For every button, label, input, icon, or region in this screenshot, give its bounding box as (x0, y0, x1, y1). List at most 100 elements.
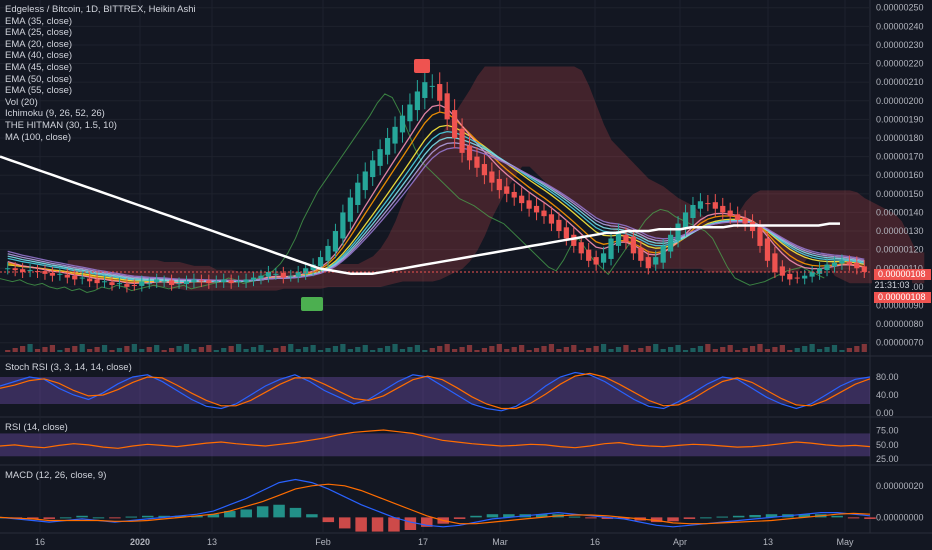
oscillator-line (0, 371, 871, 412)
candle-body (116, 283, 123, 285)
candle-body (57, 273, 63, 275)
candle-body (422, 82, 428, 98)
volume-bar (303, 347, 309, 352)
volume-bar (600, 344, 607, 352)
macd-tick-label: 0.00000020 (876, 481, 924, 491)
volume-bar (384, 346, 391, 352)
candle-body (623, 234, 629, 243)
indicator-ema-25[interactable]: EMA (25, close) (5, 27, 73, 39)
candle-body (228, 280, 234, 284)
volume-bar (742, 348, 748, 352)
volume-bar (749, 346, 756, 352)
volume-bar (206, 345, 212, 352)
volume-bar (295, 349, 301, 352)
candle-body (183, 281, 190, 285)
symbol-title[interactable]: Edgeless / Bitcoin, 1D, BITTREX, Heikin … (5, 4, 196, 15)
candle-body (295, 271, 301, 277)
macd-label[interactable]: MACD (12, 26, close, 9) (5, 470, 107, 481)
candle-body (370, 160, 376, 178)
indicator-vol[interactable]: Vol (20) (5, 96, 38, 108)
volume-bar (183, 344, 190, 352)
macd-histogram-bar (470, 515, 482, 518)
macd-histogram-bar (798, 514, 811, 518)
oscillator-tick-label: 0.00 (876, 408, 894, 418)
candle-body (452, 110, 458, 138)
volume-bar (213, 350, 219, 352)
macd-histogram-bar (306, 514, 318, 518)
stoch-rsi-label[interactable]: Stoch RSI (3, 3, 14, 14, close) (5, 362, 132, 373)
volume-bar (131, 344, 137, 352)
candle-body (600, 253, 607, 263)
indicator-ichimoku[interactable]: Ichimoku (9, 26, 52, 26) (5, 108, 105, 120)
macd-histogram-bar (749, 515, 761, 518)
volume-bar (541, 346, 547, 352)
ichimoku-lagging-span (0, 93, 825, 293)
candle-body (548, 214, 555, 224)
candle-body (317, 257, 324, 267)
indicator-ma-100[interactable]: MA (100, close) (5, 131, 71, 143)
macd-histogram-bar (568, 516, 581, 518)
candle-body (49, 272, 56, 276)
candle-body (578, 242, 584, 254)
indicator-ema-20[interactable]: EMA (20, close) (5, 38, 73, 50)
volume-bar (265, 350, 272, 352)
candle-body (593, 257, 599, 265)
volume-bar (109, 350, 115, 352)
macd-histogram-bar (667, 517, 679, 522)
candle-body (757, 227, 763, 246)
indicator-hitman[interactable]: THE HITMAN (30, 1.5, 10) (5, 119, 117, 131)
volume-bar (124, 346, 130, 352)
ema-line (7, 130, 865, 283)
candle-body (288, 275, 294, 277)
volume-bar (347, 349, 353, 352)
macd-histogram-bar (683, 517, 696, 519)
candle-body (563, 227, 569, 239)
volume-bar (5, 350, 11, 352)
price-tick-label: 0.00000090 (876, 300, 924, 310)
price-axis[interactable]: 0.00000250 0.00000240 0.00000230 0.00000220… (876, 3, 924, 348)
rsi-label[interactable]: RSI (14, close) (5, 422, 68, 433)
candle-body (101, 281, 108, 283)
volume-bar (489, 346, 495, 352)
indicator-ema-55[interactable]: EMA (55, close) (5, 85, 73, 97)
candle-body (794, 277, 800, 279)
candle-body (355, 182, 361, 205)
volume-bar (466, 345, 473, 352)
price-tick-label: 0.00000250 (876, 3, 924, 13)
volume-bar (511, 347, 517, 352)
volume-bar (712, 349, 718, 352)
macd-histogram-bar (847, 517, 860, 519)
macd-histogram-bar (421, 517, 433, 527)
volume-bar (34, 349, 41, 352)
candle-body (64, 274, 70, 278)
macd-histogram-bar (700, 517, 712, 519)
macd-histogram-bar (224, 511, 236, 518)
ema-ribbon (7, 104, 865, 285)
indicator-ema-45[interactable]: EMA (45, close) (5, 61, 73, 73)
macd-histogram-bar (256, 506, 269, 518)
indicator-ema-40[interactable]: EMA (40, close) (5, 50, 73, 62)
indicator-ema-35[interactable]: EMA (35, close) (5, 15, 73, 27)
volume-bar (526, 350, 532, 352)
macd-histogram-bar (158, 515, 170, 518)
macd-histogram-bar (453, 517, 466, 519)
candle-body (392, 126, 398, 144)
volume-bar (139, 349, 145, 352)
time-axis[interactable]: 16 2020 13 Feb 17 Mar 16 Apr 13 May (35, 537, 854, 547)
indicator-ema-50[interactable]: EMA (50, close) (5, 73, 73, 85)
volume-bar (571, 345, 577, 352)
price-tick-label: 0.00000160 (876, 170, 924, 180)
volume-bar (846, 348, 852, 352)
volume-bar (258, 345, 264, 352)
volume-bar (593, 346, 599, 352)
candle-body (809, 271, 815, 277)
macd-histogram-bar (174, 515, 187, 518)
candle-body (533, 205, 540, 213)
candle-body (787, 273, 793, 280)
macd-histogram-bar (109, 517, 121, 519)
volume-bar (496, 344, 502, 352)
candle-body (139, 281, 145, 286)
volume-bar (236, 344, 242, 352)
price-tick-label: 0.00000140 (876, 207, 924, 217)
